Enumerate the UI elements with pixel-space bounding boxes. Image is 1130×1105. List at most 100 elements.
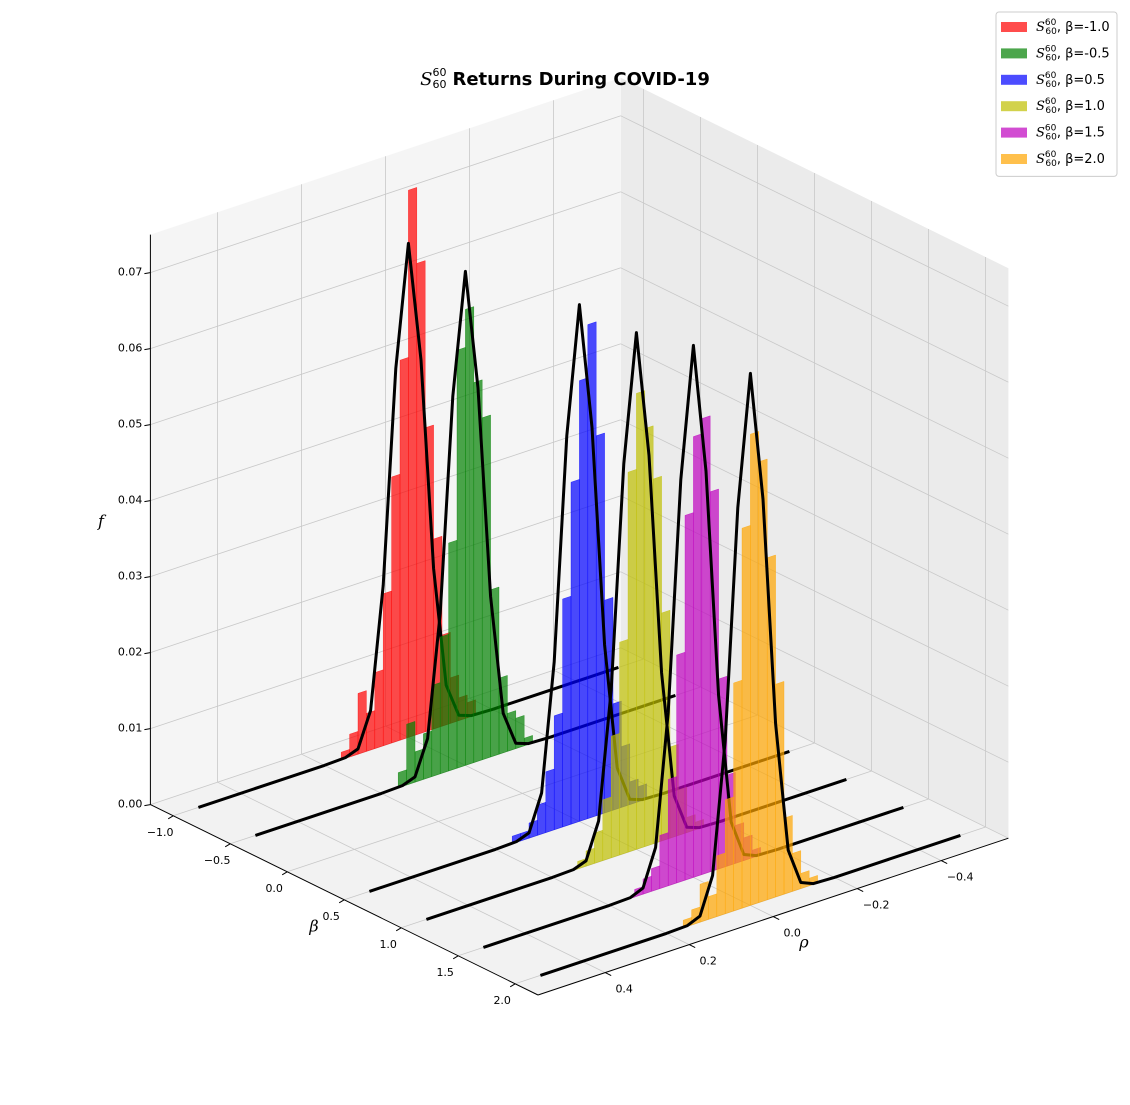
histogram-bar xyxy=(439,633,449,775)
legend-entry: S60 60, β=-0.5 xyxy=(1036,44,1110,63)
grid-line xyxy=(150,495,621,653)
y-tick-label: 0.2 xyxy=(699,955,717,968)
histogram-bar xyxy=(724,796,734,915)
histogram-bar xyxy=(716,852,726,917)
legend-separator: , xyxy=(1057,20,1065,35)
y-tick-label: 0.4 xyxy=(615,983,633,996)
legend-symbol-sub: 60 xyxy=(1045,106,1057,116)
legend-swatch xyxy=(1001,48,1027,59)
histogram-bar xyxy=(391,473,401,744)
histogram-bar xyxy=(676,651,686,884)
z-tick-label: 0.04 xyxy=(118,494,143,507)
tick-mark xyxy=(856,888,864,893)
histogram-bar xyxy=(733,679,743,912)
legend-symbol-sub: 60 xyxy=(1045,159,1057,169)
legend-separator: , xyxy=(1057,46,1065,61)
legend-symbol: S xyxy=(1036,46,1045,61)
histogram-bar xyxy=(602,796,612,861)
histogram-bar xyxy=(553,712,563,831)
tick-mark xyxy=(338,899,345,904)
plot-area: −1.0 −0.5 0.0 0.5 1.0 1.5 2.0 −0.4 −0.2 0.0 0.2 0.4… xyxy=(118,77,1009,1007)
legend-swatch xyxy=(1001,74,1027,85)
tick-mark xyxy=(144,652,151,655)
chart-title: Returns During COVID-19 xyxy=(452,69,709,90)
histogram-bar xyxy=(399,357,409,741)
legend-swatch xyxy=(1001,101,1027,112)
z-tick-label: 0.05 xyxy=(118,418,143,431)
histogram-bar xyxy=(659,832,669,889)
y-tick-label: −0.2 xyxy=(863,899,890,912)
legend-separator: , xyxy=(1057,125,1065,140)
legend-swatch xyxy=(1001,127,1027,138)
histogram-bar xyxy=(651,865,661,892)
legend-symbol-sub: 60 xyxy=(1045,27,1057,37)
histogram-bar xyxy=(570,479,580,825)
title-symbol-sup: 60 xyxy=(432,66,446,79)
histogram-bar xyxy=(627,469,637,853)
grid-line xyxy=(150,191,621,349)
legend-symbol-sup: 60 xyxy=(1045,18,1057,28)
legend-symbol-sub: 60 xyxy=(1045,132,1057,142)
y-axis-line xyxy=(537,837,1009,996)
histogram-bar xyxy=(456,347,466,769)
histogram-bar xyxy=(750,431,760,906)
y-tick-label: −0.4 xyxy=(947,871,974,884)
histogram-bar xyxy=(545,768,555,833)
tick-mark xyxy=(144,500,151,503)
legend-label: β=2.0 xyxy=(1065,152,1105,167)
z-tick-label: 0.03 xyxy=(118,570,143,583)
tick-mark xyxy=(509,983,516,988)
tick-mark xyxy=(144,272,151,275)
histogram-bar xyxy=(610,733,620,859)
histogram-bar xyxy=(741,525,751,909)
histogram-bar xyxy=(619,639,629,856)
legend-symbol: S xyxy=(1036,20,1045,35)
legend-label: β=1.0 xyxy=(1065,99,1105,114)
x-axis-label: β xyxy=(308,917,318,936)
grid-line xyxy=(150,419,621,577)
x-tick-label: −0.5 xyxy=(204,854,231,867)
tick-mark xyxy=(281,871,288,876)
chart-title-group: S60 60 Returns During COVID-19 xyxy=(420,66,710,91)
title-symbol-sub: 60 xyxy=(432,78,446,91)
grid-line xyxy=(620,115,1009,307)
histogram-bar xyxy=(708,893,718,920)
legend-label: β=-0.5 xyxy=(1065,46,1110,61)
grid-line xyxy=(150,267,621,425)
histogram-bar xyxy=(448,539,458,772)
y-tick-label: 0.0 xyxy=(783,927,801,940)
tick-mark xyxy=(772,916,780,921)
histogram-bar xyxy=(636,390,646,850)
legend-entry: S60 60, β=2.0 xyxy=(1036,150,1105,169)
histogram-bar xyxy=(406,721,416,786)
legend-symbol: S xyxy=(1036,152,1045,167)
legend-symbol-sup: 60 xyxy=(1045,97,1057,107)
y-axis-label: ρ xyxy=(798,933,809,952)
legend-symbol: S xyxy=(1036,99,1045,114)
grid-line xyxy=(150,115,621,273)
legend-separator: , xyxy=(1057,72,1065,87)
histogram-bar xyxy=(374,669,384,749)
legend-separator: , xyxy=(1057,152,1065,167)
z-tick-label: 0.06 xyxy=(118,342,143,355)
legend-label: β=1.5 xyxy=(1065,125,1105,140)
histogram-bar xyxy=(382,590,392,747)
x-tick-label: 1.5 xyxy=(436,966,454,979)
grid-line xyxy=(620,419,1009,611)
legend-entry: S60 60, β=0.5 xyxy=(1036,70,1105,89)
z-tick-label: 0.00 xyxy=(118,798,143,811)
histogram-bar xyxy=(684,512,694,881)
histogram-bar xyxy=(667,776,677,887)
legend-entry: S60 60, β=1.5 xyxy=(1036,123,1105,142)
tick-mark xyxy=(224,843,231,848)
tick-mark xyxy=(144,424,151,427)
tick-mark xyxy=(167,815,174,820)
z-axis-label: f xyxy=(97,512,107,531)
legend-entry: S60 60, β=1.0 xyxy=(1036,97,1105,116)
tick-mark xyxy=(452,955,459,960)
fit-curve xyxy=(254,269,676,837)
legend-swatch xyxy=(1001,154,1027,164)
grid-line xyxy=(620,191,1009,383)
tick-mark xyxy=(940,860,948,865)
